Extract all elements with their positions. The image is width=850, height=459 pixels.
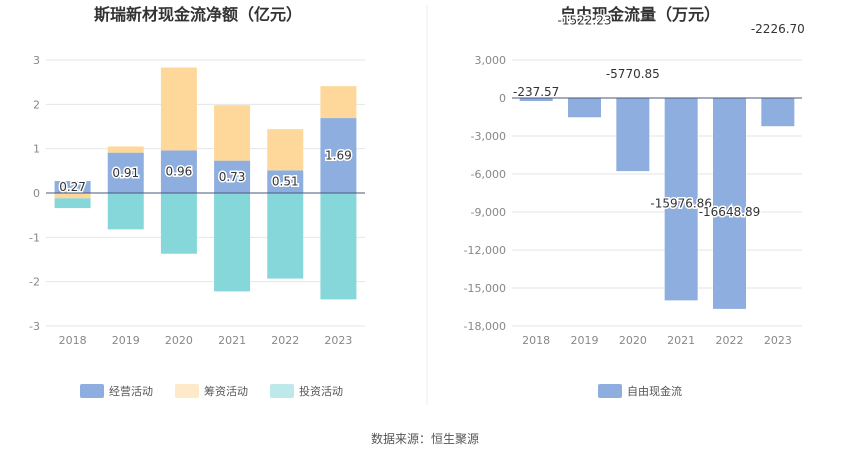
data-label: -1522.23 — [558, 13, 612, 27]
bar-经营活动 — [54, 181, 91, 193]
x-tick-label: 2021 — [218, 334, 246, 347]
data-label: -2226.70 — [751, 22, 805, 36]
x-tick-label: 2021 — [667, 334, 695, 347]
bar-投资活动 — [160, 193, 197, 254]
x-tick-label: 2019 — [112, 334, 140, 347]
chart-title: 自由现金流量（万元） — [560, 5, 720, 24]
bar-自由现金流 — [568, 98, 601, 118]
bar-经营活动 — [267, 170, 304, 193]
y-tick-label: -3,000 — [471, 130, 506, 143]
bar-投资活动 — [107, 193, 144, 230]
bar-自由现金流 — [664, 98, 698, 301]
y-tick-label: -15,000 — [464, 282, 506, 295]
y-tick-label: 3,000 — [475, 54, 507, 67]
y-tick-label: 1 — [33, 143, 40, 156]
bar-经营活动 — [214, 160, 251, 193]
x-tick-label: 2020 — [165, 334, 193, 347]
y-tick-label: -9,000 — [471, 206, 506, 219]
bar-经营活动 — [107, 152, 144, 193]
y-tick-label: -1 — [29, 231, 40, 244]
data-label: 0.73 — [219, 170, 246, 184]
bar-经营活动 — [160, 150, 197, 193]
x-tick-label: 2022 — [271, 334, 299, 347]
data-label: -237.57 — [513, 85, 559, 99]
data-label: 0.27 — [59, 180, 86, 194]
x-tick-label: 2018 — [59, 334, 87, 347]
bar-自由现金流 — [616, 98, 650, 172]
bar-投资活动 — [54, 198, 91, 209]
legend-swatch-筹资活动 — [175, 384, 199, 398]
bar-投资活动 — [214, 193, 251, 292]
bar-筹资活动 — [107, 146, 144, 153]
legend-label: 筹资活动 — [204, 384, 248, 398]
y-tick-label: 2 — [33, 98, 40, 111]
bar-投资活动 — [267, 193, 304, 279]
y-tick-label: -6,000 — [471, 168, 506, 181]
bar-筹资活动 — [267, 129, 304, 171]
legend-label: 投资活动 — [299, 384, 343, 398]
y-tick-label: 0 — [33, 187, 40, 200]
data-source: 数据来源：恒生聚源 — [371, 431, 479, 446]
legend-swatch-投资活动 — [270, 384, 294, 398]
y-tick-label: 0 — [499, 92, 506, 105]
right-chart: 自由现金流量（万元） 3,000 0 -3,000 -6,000 -9,000 -12,00… — [464, 5, 806, 398]
bar-筹资活动 — [54, 193, 91, 199]
data-label: 1.69 — [325, 149, 352, 163]
bar-自由现金流 — [713, 98, 746, 309]
bar-自由现金流 — [519, 98, 553, 102]
bar-投资活动 — [320, 193, 357, 300]
data-label: -15976.86 — [650, 196, 712, 210]
bar-自由现金流 — [761, 98, 795, 127]
bar-经营活动 — [320, 118, 357, 193]
y-tick-label: -18,000 — [464, 320, 506, 333]
x-tick-label: 2018 — [522, 334, 550, 347]
data-label: 0.51 — [272, 175, 299, 189]
x-tick-label: 2020 — [619, 334, 647, 347]
bar-筹资活动 — [214, 105, 251, 161]
left-chart: 斯瑞新材现金流净额（亿元） 3 2 1 0 -1 -2 -3 2018 2019 2020 2021 2… — [29, 5, 365, 398]
data-label: -5770.85 — [606, 67, 660, 81]
x-tick-label: 2019 — [571, 334, 599, 347]
data-label: 0.96 — [166, 165, 193, 179]
chart-title: 斯瑞新材现金流净额（亿元） — [94, 5, 302, 24]
legend-swatch-自由现金流 — [598, 384, 622, 398]
y-tick-label: 3 — [33, 54, 40, 67]
data-label: -16648.89 — [699, 205, 761, 219]
bar-筹资活动 — [160, 67, 197, 151]
data-label: 0.91 — [112, 166, 139, 180]
bar-筹资活动 — [320, 86, 357, 119]
legend-label: 经营活动 — [109, 384, 153, 398]
y-tick-label: -3 — [29, 320, 40, 333]
y-tick-label: -12,000 — [464, 244, 506, 257]
legend-label: 自由现金流 — [627, 384, 682, 398]
legend-swatch-经营活动 — [80, 384, 104, 398]
x-tick-label: 2023 — [324, 334, 352, 347]
x-tick-label: 2023 — [764, 334, 792, 347]
y-tick-label: -2 — [29, 276, 40, 289]
x-tick-label: 2022 — [716, 334, 744, 347]
